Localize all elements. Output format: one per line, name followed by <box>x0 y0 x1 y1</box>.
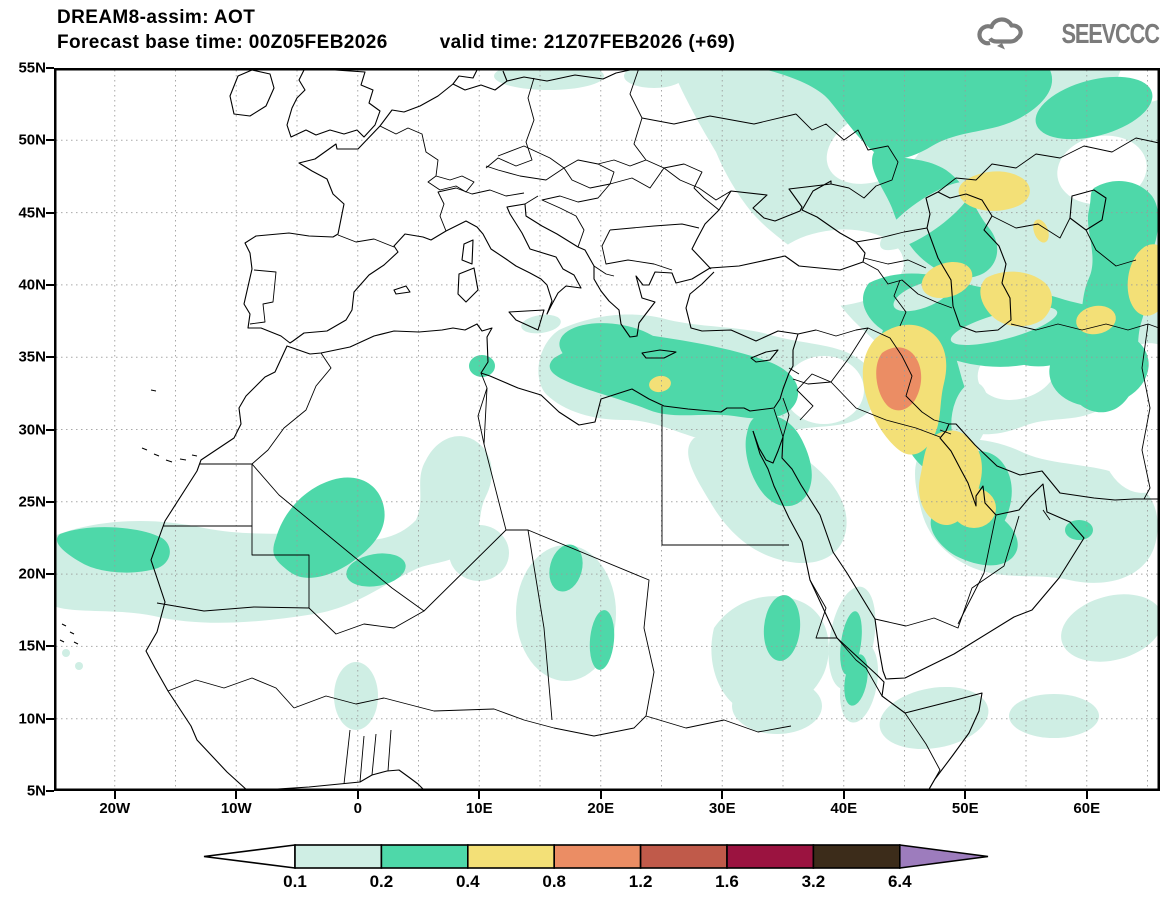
lat-tick-mark <box>46 67 54 69</box>
colorbar-tick-label: 0.2 <box>369 872 394 891</box>
colorbar-segment <box>639 844 728 869</box>
colorbar-tick-label: 0.1 <box>283 872 307 891</box>
lat-tick-label: 25N <box>18 493 46 511</box>
colorbar-segment <box>553 844 642 869</box>
seevccc-logo: SEEVCCC <box>975 16 1161 52</box>
lat-tick-label: 10N <box>18 710 46 728</box>
colorbar-tick-label: 0.8 <box>542 872 567 891</box>
lon-tick-mark <box>721 791 724 799</box>
lon-tick-label: 40E <box>830 800 858 817</box>
forecast-base-time: Forecast base time: 00Z05FEB2026 <box>57 32 388 53</box>
lon-tick-label: 50E <box>951 800 979 817</box>
lat-tick-mark <box>46 211 54 214</box>
lon-tick-label: 0 <box>353 800 362 817</box>
valid-time: valid time: 21Z07FEB2026 (+69) <box>439 32 736 53</box>
colorbar-tick-label: 0.4 <box>455 872 480 891</box>
lon-tick-mark <box>842 791 845 799</box>
lon-tick-label: 20W <box>99 800 131 817</box>
lon-tick-mark <box>356 791 359 799</box>
cloud-icon <box>977 17 1023 50</box>
lon-tick-label: 30E <box>708 800 736 817</box>
lat-tick-mark <box>46 283 54 286</box>
lat-tick-mark <box>46 500 54 503</box>
lat-tick-label: 35N <box>18 348 46 366</box>
lon-tick-mark <box>478 791 481 799</box>
colorbar-segment <box>466 844 555 869</box>
map-panel <box>54 68 1160 791</box>
colorbar-segment <box>380 844 469 869</box>
lat-tick-mark <box>46 356 54 359</box>
lat-tick-mark <box>46 645 54 648</box>
forecast-times: Forecast base time: 00Z05FEB2026 valid ti… <box>57 32 735 54</box>
lon-tick-label: 20E <box>587 800 615 817</box>
country-borders <box>156 68 1160 791</box>
lon-tick-mark <box>113 791 116 799</box>
colorbar-tick-label: 1.6 <box>715 872 739 891</box>
lat-tick-mark <box>46 573 54 576</box>
lat-tick-label: 40N <box>18 276 46 294</box>
lon-tick-mark <box>599 791 602 799</box>
colorbar-segment <box>203 844 296 869</box>
lat-tick-mark <box>46 717 54 720</box>
logo-text: SEEVCCC <box>1061 18 1161 49</box>
lat-tick-label: 50N <box>18 131 46 149</box>
aot-filled-contours <box>54 68 1160 750</box>
lat-tick-label: 55N <box>18 59 46 77</box>
lon-tick-label: 10E <box>465 800 493 817</box>
colorbar-segment <box>812 844 901 869</box>
lat-tick-label: 45N <box>18 204 46 222</box>
lat-tick-label: 5N <box>26 782 46 800</box>
colorbar <box>203 844 989 869</box>
colorbar-segment <box>898 844 989 869</box>
lat-tick-label: 20N <box>18 565 46 583</box>
colorbar-tick-label: 3.2 <box>801 872 826 891</box>
lon-tick-mark <box>235 791 238 799</box>
lon-tick-label: 10W <box>220 800 252 817</box>
colorbar-tick-label: 6.4 <box>887 872 912 891</box>
graticule-grid <box>56 70 1158 789</box>
map-frame <box>54 68 1160 791</box>
lon-tick-mark <box>964 791 967 799</box>
lat-tick-mark <box>46 790 54 792</box>
lat-tick-label: 30N <box>18 421 46 438</box>
colorbar-segment <box>726 844 815 869</box>
page-title: DREAM8-assim: AOT <box>57 7 256 28</box>
lat-tick-label: 15N <box>18 637 46 655</box>
forecast-map <box>54 68 1160 791</box>
colorbar-segment <box>294 844 383 869</box>
lon-tick-label: 60E <box>1073 800 1101 817</box>
lat-tick-mark <box>46 139 54 142</box>
colorbar-tick-label: 1.2 <box>628 872 653 891</box>
lon-tick-mark <box>1085 791 1088 799</box>
lat-tick-mark <box>46 428 54 431</box>
